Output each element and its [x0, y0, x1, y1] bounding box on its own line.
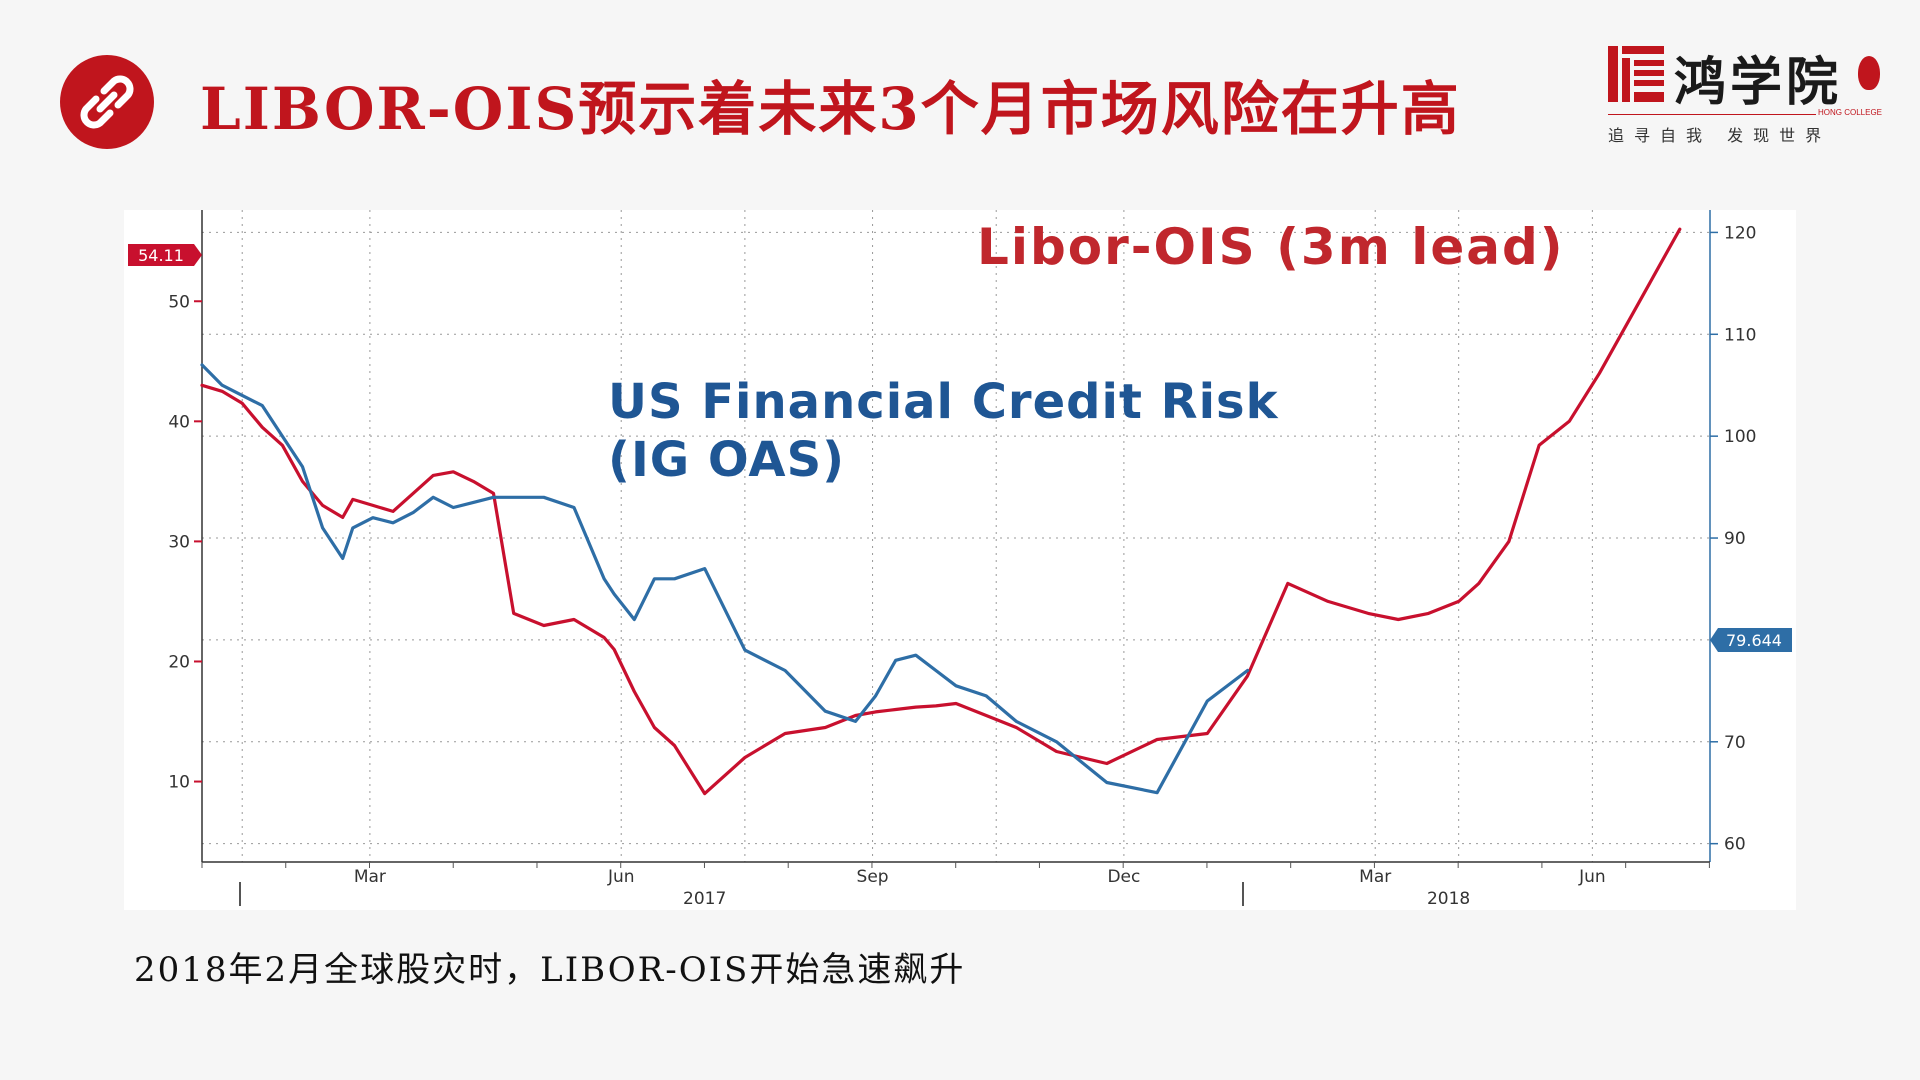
- page-title: LIBOR-OIS预示着未来3个月市场风险在升高: [200, 75, 1461, 143]
- left-tick-label: 50: [168, 292, 190, 312]
- right-tick-label: 100: [1724, 427, 1756, 447]
- last-value-badge-right: 79.644: [1710, 628, 1792, 652]
- series-lines: [200, 227, 1682, 796]
- right-tick-label: 70: [1724, 733, 1746, 753]
- link-icon-badge: [60, 55, 154, 149]
- logo-college: HONG COLLEGE: [1818, 108, 1883, 117]
- logo-rule: [1608, 114, 1816, 115]
- right-tick-label: 60: [1724, 835, 1746, 855]
- x-tick-label: Dec: [1107, 867, 1140, 887]
- x-year-label: 2018: [1427, 889, 1470, 909]
- x-tick-label: Jun: [607, 867, 635, 887]
- axes: [201, 210, 1711, 906]
- right-tick-label: 110: [1724, 325, 1756, 345]
- x-tick-label: Sep: [857, 867, 889, 887]
- annotation-libor-ois: Libor-OIS (3m lead): [977, 218, 1565, 276]
- left-tick-label: 20: [168, 652, 190, 672]
- link-icon: [80, 75, 134, 129]
- red-seal: [1858, 56, 1880, 90]
- x-tick-label: Jun: [1578, 867, 1606, 887]
- tick-labels: 607080901001101201020304050MarJunSepDecM…: [168, 223, 1756, 909]
- hong-logo-mark: [1608, 46, 1664, 102]
- x-tick-label: Mar: [1359, 867, 1391, 887]
- logo-name: 鸿学院: [1674, 52, 1843, 113]
- left-tick-label: 40: [168, 412, 190, 432]
- chart-panel: 607080901001101201020304050MarJunSepDecM…: [124, 210, 1796, 910]
- last-value-right: 79.644: [1726, 631, 1782, 650]
- last-value-badge-left: 54.11: [128, 244, 202, 266]
- x-tick-label: Mar: [354, 867, 386, 887]
- logo: 鸿学院 HONG COLLEGE 追寻自我 发现世界: [1606, 38, 1882, 146]
- right-tick-label: 90: [1724, 529, 1746, 549]
- annotation-ig-oas: (IG OAS): [608, 432, 845, 488]
- left-tick-label: 30: [168, 532, 190, 552]
- grid: [202, 210, 1710, 862]
- annotations: Libor-OIS (3m lead) US Financial Credit …: [608, 218, 1565, 488]
- x-year-label: 2017: [683, 889, 726, 909]
- last-value-left: 54.11: [138, 246, 184, 265]
- series-line-ig-oas: [200, 363, 1250, 795]
- annotation-us-credit-risk: US Financial Credit Risk: [608, 374, 1279, 430]
- caption: 2018年2月全球股灾时，LIBOR-OIS开始急速飙升: [134, 950, 966, 990]
- right-tick-label: 120: [1724, 223, 1756, 243]
- logo-slogan: 追寻自我 发现世界: [1608, 126, 1832, 145]
- left-tick-label: 10: [168, 773, 190, 793]
- series-line-libor-ois: [200, 227, 1682, 796]
- chart: 607080901001101201020304050MarJunSepDecM…: [128, 210, 1792, 909]
